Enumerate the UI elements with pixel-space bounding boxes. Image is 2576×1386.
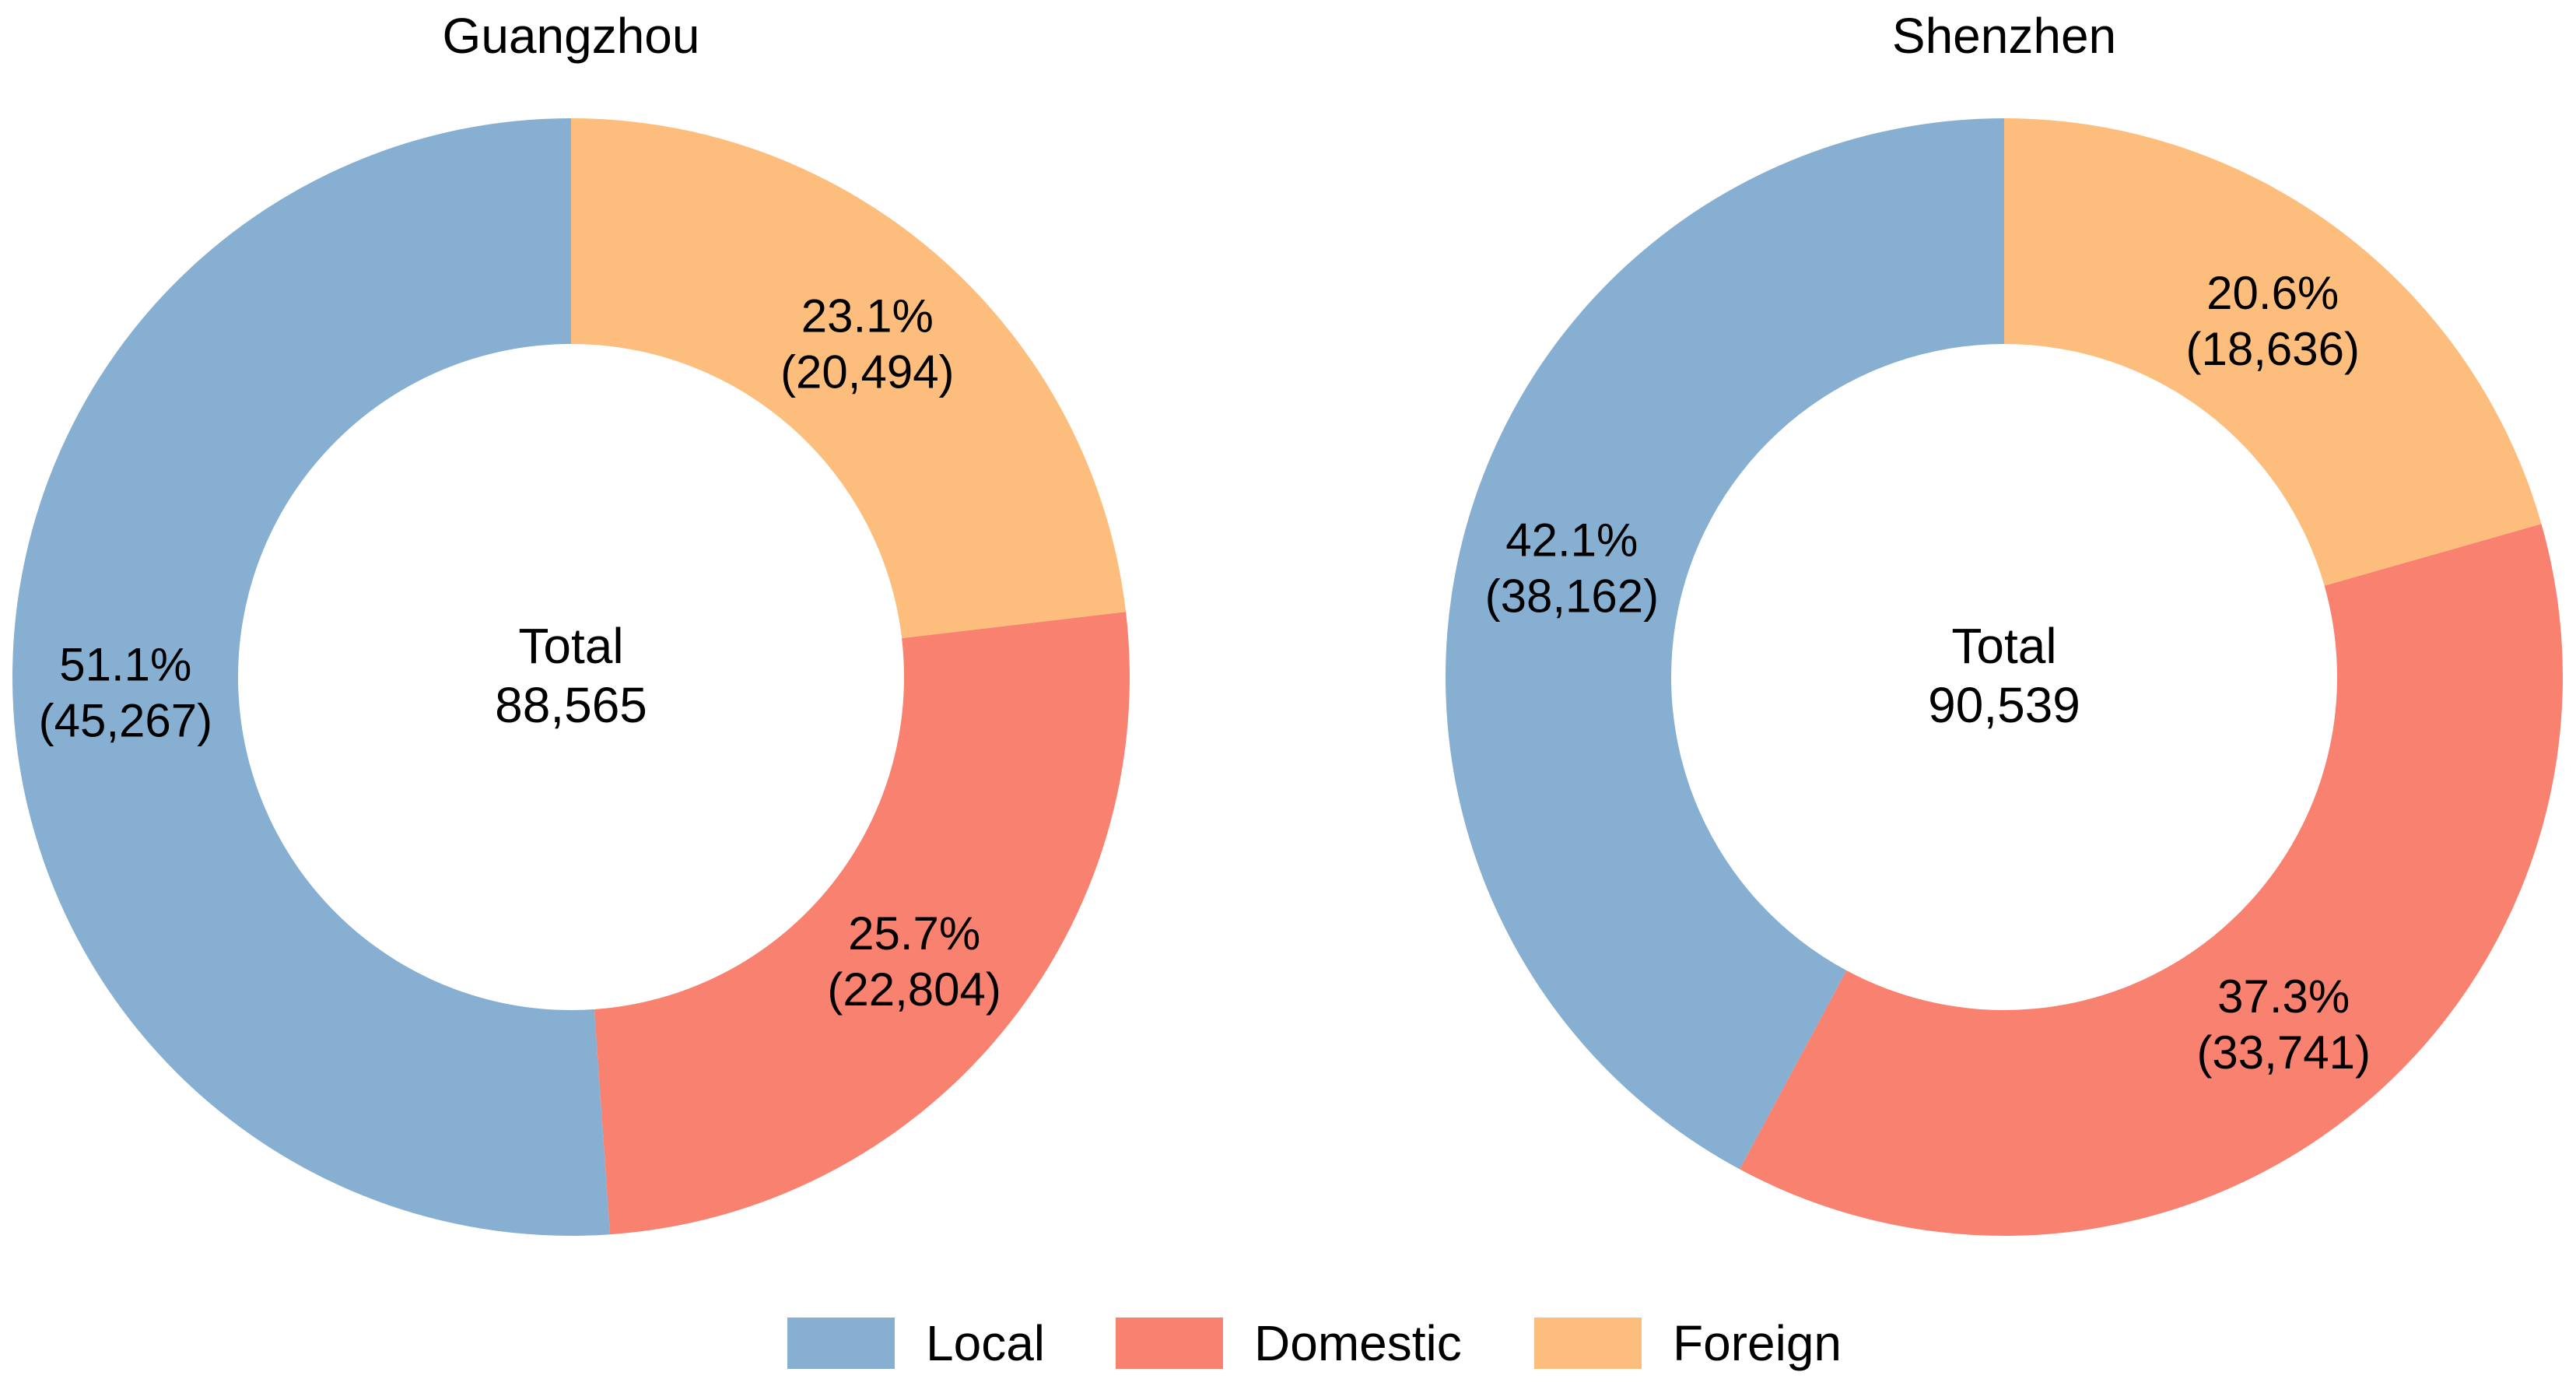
slice-local <box>12 118 611 1236</box>
slice-value-label-local: (45,267) <box>39 695 212 747</box>
legend-label-foreign: Foreign <box>1673 1315 1842 1371</box>
legend-label-domestic: Domestic <box>1254 1315 1462 1371</box>
legend-swatch-local <box>787 1318 895 1369</box>
charts-layer: Guangzhou 23.1%(20,494) 25.7%(22,804) 51.1%… <box>12 8 2563 1236</box>
donut-chart-guangzhou: Guangzhou 23.1%(20,494) 25.7%(22,804) 51.1%… <box>12 8 1130 1236</box>
slice-percent-label-local: 51.1% <box>59 639 191 691</box>
slice-local <box>1446 118 2004 1170</box>
legend-item-domestic: Domestic <box>1116 1315 1462 1371</box>
chart-title: Guangzhou <box>443 8 700 64</box>
center-total-label: Total <box>1951 618 2056 674</box>
legend-item-foreign: Foreign <box>1534 1315 1842 1371</box>
slice-domestic <box>1740 524 2563 1236</box>
slice-percent-label-domestic: 25.7% <box>848 907 980 960</box>
legend-item-local: Local <box>787 1315 1045 1371</box>
slice-foreign <box>2004 118 2542 586</box>
slice-value-label-local: (38,162) <box>1485 570 1659 623</box>
center-total-value: 90,539 <box>1928 677 2080 733</box>
slice-percent-label-foreign: 23.1% <box>801 289 934 342</box>
slice-value-label-domestic: (33,741) <box>2196 1026 2370 1079</box>
legend-swatch-foreign <box>1534 1318 1642 1369</box>
center-total-value: 88,565 <box>495 677 647 733</box>
legend-swatch-domestic <box>1116 1318 1223 1369</box>
slice-value-label-foreign: (20,494) <box>780 346 954 398</box>
slice-percent-label-local: 42.1% <box>1505 514 1638 567</box>
legend: Local Domestic Foreign <box>787 1315 1842 1371</box>
center-total-label: Total <box>518 618 623 674</box>
donut-chart-shenzhen: Shenzhen 20.6%(18,636) 37.3%(33,741) 42.1%(… <box>1446 8 2563 1236</box>
slice-value-label-domestic: (22,804) <box>827 963 1001 1016</box>
slice-percent-label-domestic: 37.3% <box>2217 970 2350 1023</box>
slice-foreign <box>571 118 1127 639</box>
slice-value-label-foreign: (18,636) <box>2185 323 2359 375</box>
legend-label-local: Local <box>926 1315 1045 1371</box>
slice-domestic <box>594 612 1130 1235</box>
slice-percent-label-foreign: 20.6% <box>2206 267 2339 319</box>
chart-title: Shenzhen <box>1892 8 2116 64</box>
